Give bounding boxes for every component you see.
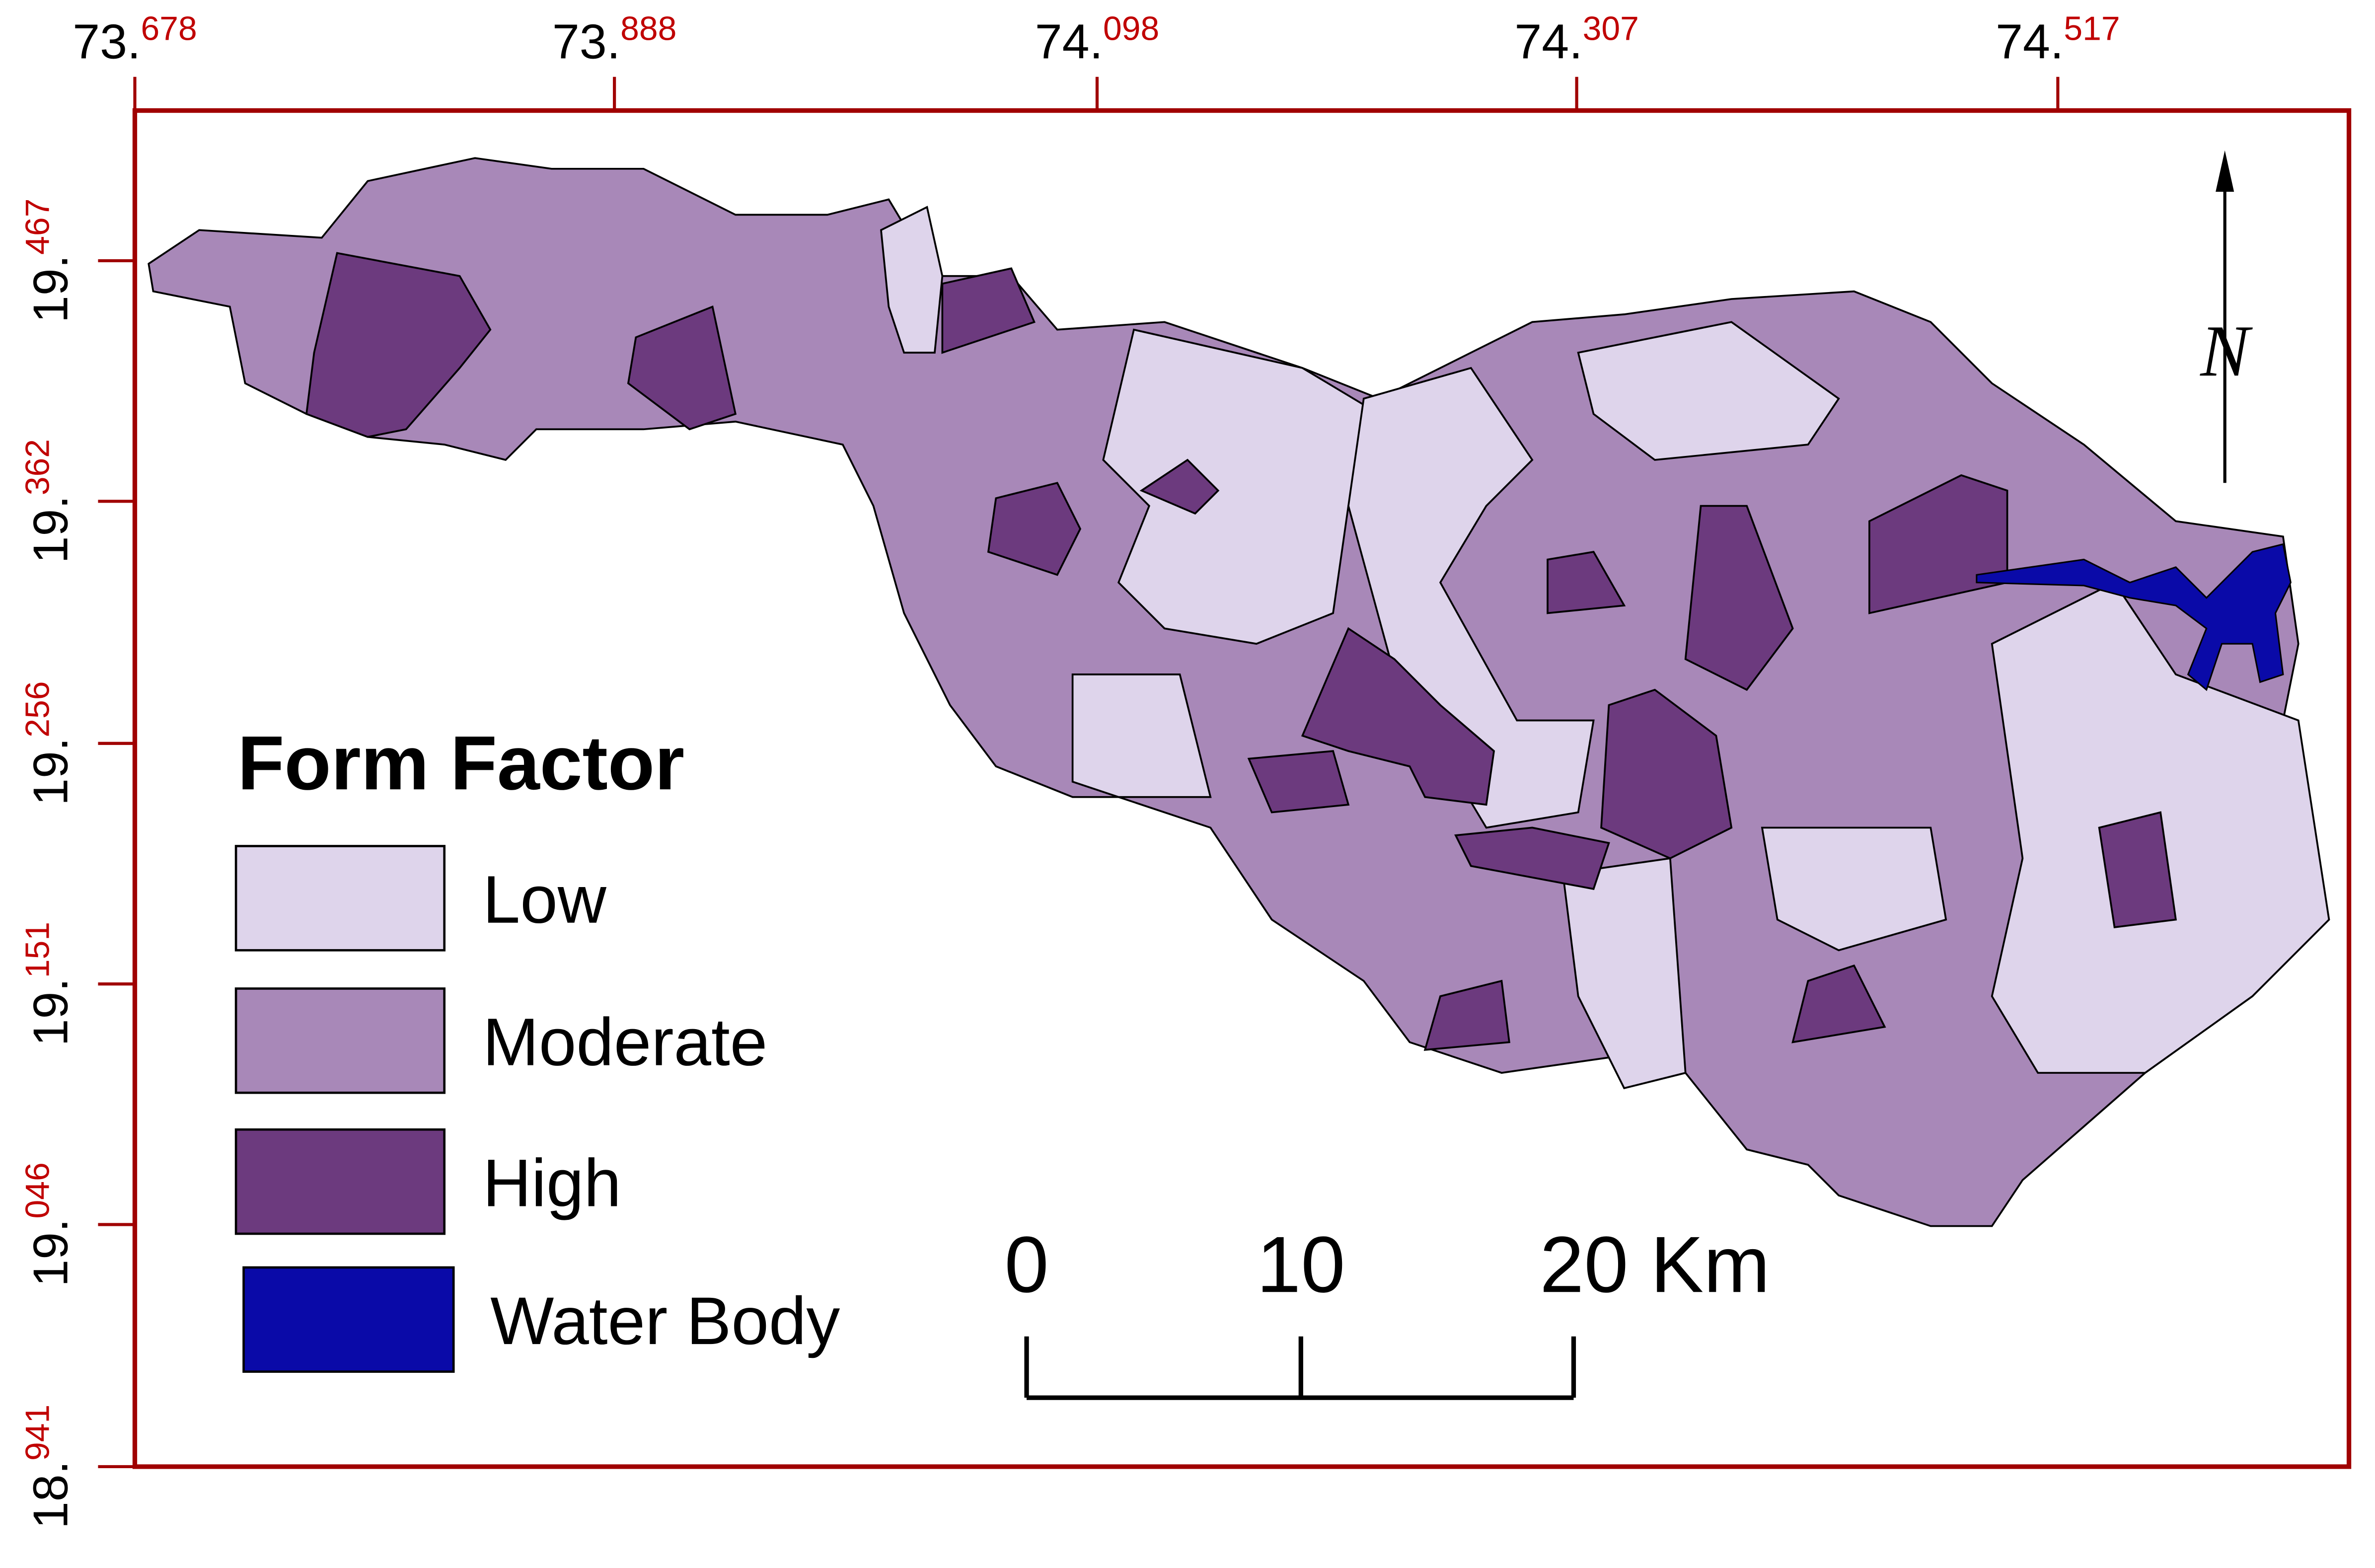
coord-major: 19. <box>23 978 78 1046</box>
north-label: N <box>2199 310 2253 392</box>
basin-region <box>880 206 944 354</box>
x-coordinate-label: 73.678 <box>73 10 197 69</box>
basin-region <box>1247 750 1350 814</box>
legend-label: High <box>483 1145 621 1220</box>
water-body <box>1976 543 2292 691</box>
coord-major: 19. <box>23 1218 78 1286</box>
x-coordinate-label: 74.517 <box>1996 10 2120 69</box>
coord-minor: 151 <box>19 922 57 978</box>
coord-minor: 046 <box>19 1162 57 1218</box>
coord-major: 74. <box>1996 14 2064 69</box>
scale-label: 10 <box>1257 1220 1345 1309</box>
basin-region <box>2098 811 2177 929</box>
basin-region <box>1102 328 1380 645</box>
coord-minor: 678 <box>141 10 197 48</box>
basin-region <box>305 252 492 438</box>
y-coordinate-label: 19.046 <box>19 1162 78 1286</box>
coord-major: 19. <box>23 495 78 563</box>
scale-label: 20 Km <box>1540 1220 1770 1309</box>
basin-region <box>1761 826 1947 952</box>
legend-swatch <box>242 1266 455 1373</box>
coord-major: 74. <box>1514 14 1582 69</box>
coord-minor: 941 <box>19 1405 57 1461</box>
coordinate-labels: 73.678 73.888 74.098 74.307 74.51719.46719.3… <box>19 10 2120 1529</box>
legend-label: Moderate <box>483 1004 767 1080</box>
y-coordinate-label: 19.256 <box>19 681 78 806</box>
coord-major: 73. <box>552 14 620 69</box>
x-coordinate-label: 73.888 <box>552 10 676 69</box>
y-coordinate-label: 19.151 <box>19 922 78 1046</box>
coord-minor: 517 <box>2064 10 2120 48</box>
coord-major: 18. <box>23 1461 78 1529</box>
basin <box>148 157 2330 1227</box>
x-coordinate-label: 74.098 <box>1035 10 1159 69</box>
coord-minor: 888 <box>620 10 676 48</box>
coord-major: 19. <box>23 738 78 806</box>
coord-minor: 098 <box>1103 10 1159 48</box>
basin-region <box>1684 505 1794 691</box>
coord-minor: 307 <box>1583 10 1639 48</box>
basin-region <box>1868 474 2008 614</box>
legend-swatch <box>234 845 446 952</box>
coord-minor: 362 <box>19 439 57 495</box>
y-coordinate-label: 19.362 <box>19 439 78 563</box>
coord-minor: 256 <box>19 681 57 738</box>
legend-label: Water Body <box>490 1283 840 1358</box>
legend: Form Factor Low Moderate High Water Body <box>234 720 840 1373</box>
basin-region <box>987 482 1082 576</box>
legend-label: Low <box>483 862 607 937</box>
coord-major: 74. <box>1035 14 1103 69</box>
basin-region <box>1547 551 1626 614</box>
basin-region <box>627 305 737 431</box>
basin-region <box>1454 826 1610 890</box>
basin-region <box>1577 321 1840 461</box>
scale-label: 0 <box>1004 1220 1048 1309</box>
legend-swatch <box>234 987 446 1094</box>
basin-region <box>1423 979 1510 1051</box>
basin-region <box>1791 964 1886 1044</box>
coord-major: 19. <box>23 255 78 323</box>
legend-swatch <box>234 1128 446 1235</box>
basin-region <box>1301 627 1495 806</box>
x-coordinate-label: 74.307 <box>1514 10 1638 69</box>
legend-title: Form Factor <box>237 720 684 806</box>
y-coordinate-label: 19.467 <box>19 199 78 323</box>
coord-minor: 467 <box>19 199 57 255</box>
basin-region <box>1139 458 1220 515</box>
coord-major: 73. <box>73 14 141 69</box>
basin-region <box>1600 688 1733 860</box>
scale-bar: 0 10 20 Km <box>1004 1220 1770 1400</box>
basin-region <box>1071 673 1212 798</box>
y-coordinate-label: 18.941 <box>19 1405 78 1529</box>
basin-region <box>941 267 1036 354</box>
north-arrow: N <box>2199 150 2253 483</box>
north-arrow-head <box>2216 150 2234 192</box>
